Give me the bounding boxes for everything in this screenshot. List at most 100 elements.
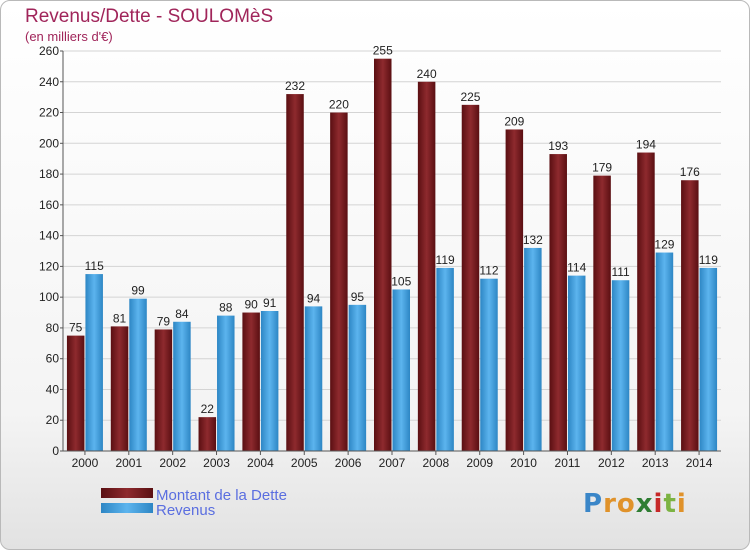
bar-revenus	[173, 321, 191, 451]
bar-dette	[242, 312, 260, 451]
legend-swatch-debt	[101, 488, 153, 498]
x-tick-label: 2011	[555, 456, 581, 470]
data-label: 209	[504, 114, 524, 128]
x-tick-label: 2004	[247, 456, 274, 470]
y-tick-label: 180	[39, 167, 59, 181]
y-tick-label: 160	[39, 198, 59, 212]
data-label: 81	[113, 311, 127, 325]
legend: Montant de la Dette Revenus	[101, 487, 287, 519]
data-label: 105	[391, 274, 411, 288]
data-label: 90	[244, 298, 258, 312]
x-tick-label: 2012	[598, 456, 625, 470]
data-label: 91	[263, 296, 277, 310]
data-label: 111	[611, 265, 630, 279]
bar-dette	[505, 129, 524, 451]
data-label: 75	[69, 321, 83, 335]
data-label: 88	[219, 301, 233, 315]
bar-revenus	[655, 252, 674, 451]
x-tick-label: 2001	[115, 456, 142, 470]
bar-dette	[593, 175, 611, 451]
data-label: 129	[654, 238, 674, 252]
chart-subtitle: (en milliers d'€)	[25, 29, 113, 44]
data-label: 22	[201, 402, 215, 416]
bar-dette	[681, 180, 699, 451]
axes: 0 20 40 60 80 100 120 140 160 180 200 220 240 260 2000…	[39, 44, 721, 470]
data-label: 240	[417, 67, 437, 81]
gridlines	[63, 50, 721, 421]
data-label: 232	[285, 79, 305, 93]
legend-swatch-revenus	[101, 503, 153, 513]
y-tick-label: 100	[39, 290, 59, 304]
bar-revenus	[524, 247, 542, 451]
data-label: 176	[680, 165, 700, 179]
x-tick-label: 2009	[466, 456, 493, 470]
data-label: 119	[699, 253, 718, 267]
y-tick-label: 80	[46, 321, 60, 335]
bar-revenus	[217, 315, 235, 451]
chart-title: Revenus/Dette - SOULOMèS	[25, 6, 273, 27]
bar-revenus	[348, 304, 367, 451]
bar-dette	[66, 335, 85, 451]
data-label: 255	[373, 44, 393, 58]
x-tick-label: 2007	[379, 456, 406, 470]
bar-revenus	[129, 298, 147, 451]
bar-dette	[286, 94, 304, 452]
bar-dette	[198, 417, 217, 451]
data-label: 114	[567, 261, 586, 275]
data-label: 112	[479, 264, 498, 278]
x-tick-label: 2010	[510, 456, 537, 470]
bar-revenus	[699, 267, 718, 451]
bar-revenus	[392, 289, 410, 451]
bar-revenus	[436, 267, 454, 451]
bar-revenus	[304, 306, 323, 451]
data-label: 79	[157, 314, 171, 328]
y-tick-label: 120	[39, 259, 59, 273]
y-tick-label: 20	[46, 413, 60, 427]
bar-dette	[549, 154, 567, 452]
data-label: 132	[523, 233, 543, 247]
x-tick-label: 2014	[686, 456, 713, 470]
data-label: 99	[131, 284, 145, 298]
x-tick-label: 2008	[423, 456, 450, 470]
y-tick-label: 240	[39, 75, 59, 89]
legend-label-debt: Montant de la Dette	[156, 487, 287, 504]
bar-dette	[374, 58, 392, 451]
bars-group: 75 115 81 99 79 84 22 88 90 91 232 94 220 95 255 105 240…	[66, 44, 718, 452]
x-tick-label: 2002	[159, 456, 186, 470]
y-tick-label: 60	[46, 352, 60, 366]
x-tick-label: 2003	[203, 456, 230, 470]
bar-dette	[154, 329, 173, 451]
x-tick-label: 2000	[72, 456, 99, 470]
bar-revenus	[85, 274, 103, 451]
y-tick-label: 40	[46, 382, 60, 396]
data-label: 220	[329, 98, 349, 112]
bar-revenus	[611, 280, 630, 451]
data-label: 225	[460, 90, 480, 104]
y-tick-label: 220	[39, 106, 59, 120]
y-tick-label: 260	[39, 44, 59, 58]
bar-dette	[330, 112, 348, 452]
bar-revenus	[260, 311, 279, 451]
data-label: 179	[592, 161, 612, 175]
bar-revenus	[567, 275, 586, 451]
bar-dette	[461, 104, 480, 451]
y-tick-label: 0	[52, 444, 59, 458]
data-label: 194	[636, 138, 656, 152]
data-label: 95	[351, 290, 365, 304]
x-tick-label: 2005	[291, 456, 318, 470]
y-tick-label: 140	[39, 229, 59, 243]
x-tick-label: 2006	[335, 456, 362, 470]
bar-revenus	[480, 278, 498, 451]
data-label: 94	[307, 291, 321, 305]
legend-label-revenus: Revenus	[156, 502, 215, 519]
bar-dette	[637, 152, 655, 452]
data-label: 193	[548, 139, 568, 153]
x-tick-label: 2013	[642, 456, 669, 470]
proxiti-logo: Proxiti	[583, 489, 687, 519]
data-label: 119	[436, 253, 455, 267]
bar-dette	[417, 81, 436, 452]
data-label: 84	[175, 307, 189, 321]
y-tick-label: 200	[39, 136, 59, 150]
